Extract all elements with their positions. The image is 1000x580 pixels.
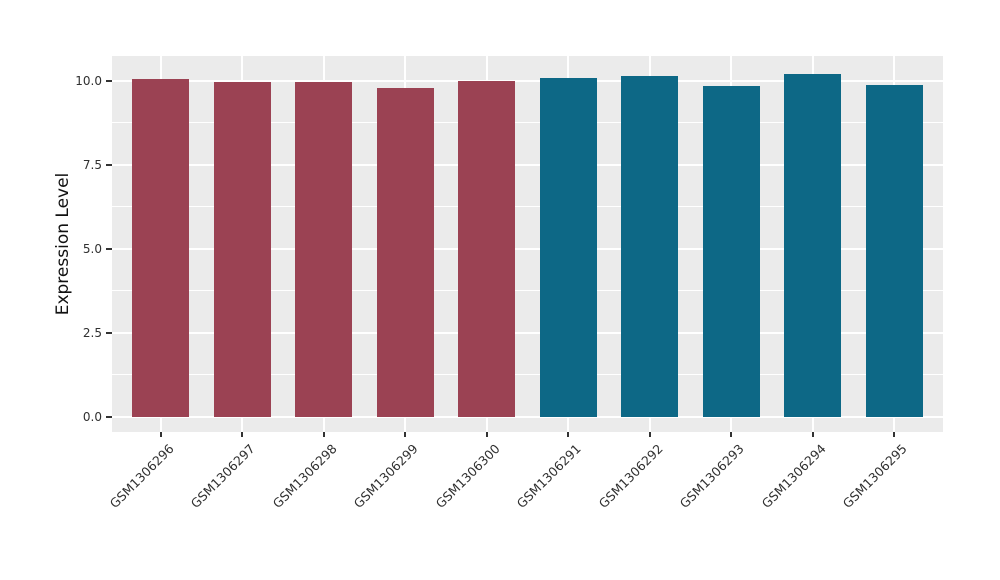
x-tick-mark <box>404 432 407 437</box>
y-tick-mark <box>106 163 112 166</box>
bar-GSM1306300 <box>458 81 516 417</box>
bar-GSM1306292 <box>621 76 679 417</box>
minor-gridline <box>112 122 943 124</box>
major-gridline <box>112 163 943 166</box>
minor-gridline <box>112 290 943 292</box>
y-tick-label: 10.0 <box>75 73 102 88</box>
y-tick-mark <box>106 415 112 418</box>
x-tick-mark <box>648 432 651 437</box>
bar-GSM1306291 <box>539 77 597 417</box>
x-tick-label: GSM1306291 <box>513 441 584 512</box>
y-axis-title: Expression Level <box>53 172 73 316</box>
y-tick-mark <box>106 331 112 334</box>
major-gridline <box>112 415 943 418</box>
x-tick-label: GSM1306298 <box>269 441 340 512</box>
x-tick-mark <box>322 432 325 437</box>
y-tick-label: 5.0 <box>82 241 102 256</box>
x-tick-mark <box>567 432 570 437</box>
bar-GSM1306295 <box>865 84 923 417</box>
x-tick-mark <box>485 432 488 437</box>
y-tick-mark <box>106 247 112 250</box>
x-tick-label: GSM1306300 <box>432 441 503 512</box>
bar-GSM1306296 <box>132 79 190 417</box>
x-tick-label: GSM1306292 <box>595 441 666 512</box>
x-tick-label: GSM1306299 <box>350 441 421 512</box>
major-gridline <box>112 247 943 250</box>
x-tick-mark <box>241 432 244 437</box>
major-gridline <box>112 79 943 82</box>
minor-gridline <box>112 374 943 376</box>
x-tick-mark <box>159 432 162 437</box>
bar-GSM1306294 <box>784 73 842 417</box>
plot-panel <box>112 56 943 432</box>
x-tick-label: GSM1306293 <box>676 441 747 512</box>
x-tick-label: GSM1306297 <box>187 441 258 512</box>
bar-GSM1306299 <box>376 87 434 417</box>
y-tick-mark <box>106 79 112 82</box>
x-tick-mark <box>811 432 814 437</box>
y-tick-label: 2.5 <box>82 325 102 340</box>
x-tick-label: GSM1306296 <box>106 441 177 512</box>
major-gridline <box>112 331 943 334</box>
minor-gridline <box>112 206 943 208</box>
bar-GSM1306298 <box>295 81 353 417</box>
x-tick-label: GSM1306294 <box>758 441 829 512</box>
y-tick-label: 7.5 <box>82 157 102 172</box>
x-tick-mark <box>730 432 733 437</box>
y-tick-label: 0.0 <box>82 409 102 424</box>
bar-GSM1306293 <box>702 86 760 417</box>
x-tick-label: GSM1306295 <box>839 441 910 512</box>
bar-GSM1306297 <box>213 81 271 417</box>
x-tick-mark <box>893 432 896 437</box>
